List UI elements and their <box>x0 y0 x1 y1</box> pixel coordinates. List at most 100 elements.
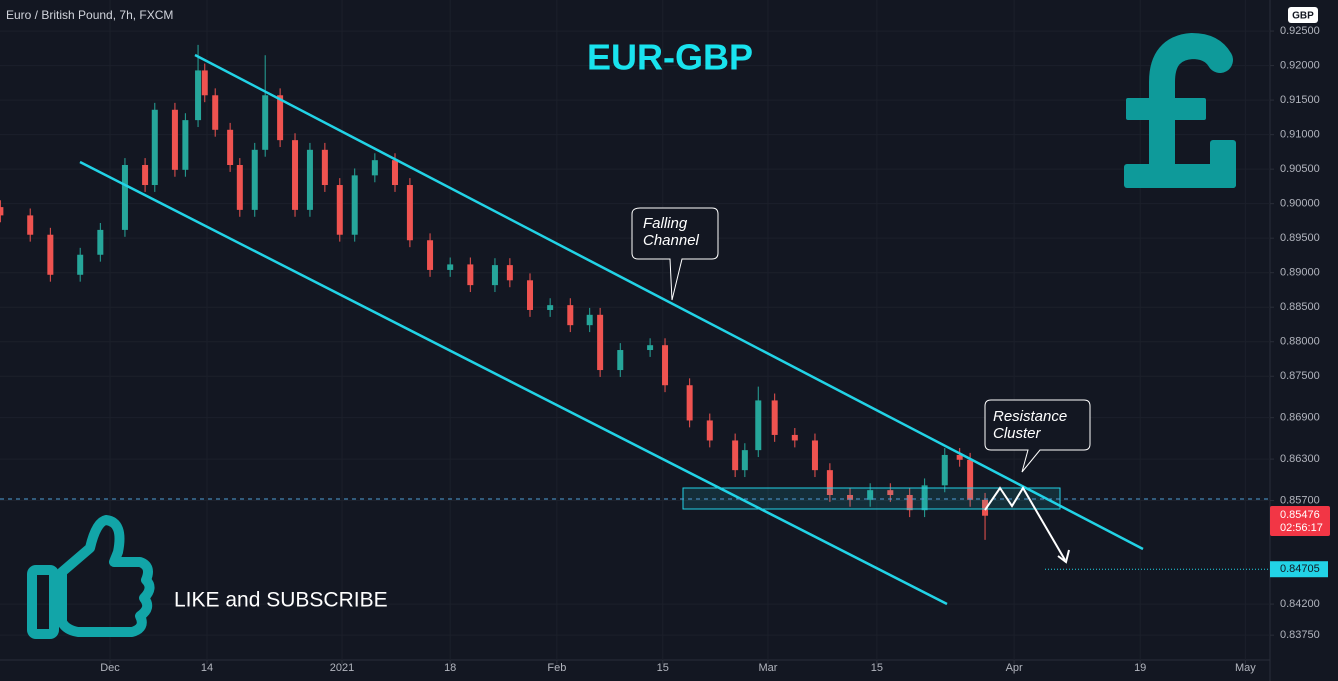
x-tick-label: 15 <box>657 662 669 674</box>
candle-body <box>826 470 833 495</box>
x-tick-label: 2021 <box>330 662 354 674</box>
candle-body <box>447 264 454 270</box>
y-tick-label: 0.86300 <box>1280 453 1320 465</box>
callout-text: Falling <box>643 215 688 232</box>
candle-body <box>47 234 54 275</box>
candle-body <box>195 70 202 121</box>
x-tick-label: 19 <box>1134 662 1146 674</box>
last-price-label: 0.85476 <box>1280 509 1320 521</box>
callout-text: Resistance <box>993 408 1067 425</box>
candle-body <box>406 185 413 241</box>
pound-icon <box>1124 32 1236 188</box>
candle-body <box>662 345 669 386</box>
projection-path <box>984 486 1066 561</box>
y-tick-label: 0.84200 <box>1280 598 1320 610</box>
candle-body <box>151 109 158 186</box>
candle-body <box>371 160 378 176</box>
call-to-action: LIKE and SUBSCRIBE <box>174 589 388 612</box>
candle-body <box>236 165 243 210</box>
candle-body <box>467 264 474 286</box>
y-tick-label: 0.90500 <box>1280 163 1320 175</box>
callout-box <box>984 399 1091 473</box>
candle-body <box>121 165 128 230</box>
candle-body <box>201 70 208 96</box>
candle-body <box>567 305 574 326</box>
candle-body <box>941 454 948 486</box>
candle-body <box>647 345 654 351</box>
candle-body <box>321 149 328 186</box>
y-tick-label: 0.92500 <box>1280 25 1320 37</box>
candle-body <box>336 185 343 235</box>
x-tick-label: 15 <box>871 662 883 674</box>
candle-body <box>351 175 358 235</box>
channel-lower <box>79 160 948 606</box>
x-tick-label: Dec <box>100 662 120 674</box>
candle-body <box>791 434 798 441</box>
candle-body <box>847 495 854 500</box>
y-tick-label: 0.90000 <box>1280 198 1320 210</box>
axes: 0.92500 0.92000 0.91500 0.91000 0.90500 0.900… <box>100 25 1330 674</box>
x-tick-label: Feb <box>547 662 566 674</box>
candle-body <box>251 149 258 210</box>
candle-body <box>547 305 554 310</box>
currency-badge-text: GBP <box>1292 11 1314 22</box>
candle-body <box>506 265 513 281</box>
y-tick-label: 0.88500 <box>1280 301 1320 313</box>
x-tick-label: Apr <box>1006 662 1023 674</box>
x-tick-label: Mar <box>758 662 777 674</box>
candle-body <box>97 229 104 255</box>
candle-body <box>227 129 234 165</box>
candle-body <box>182 120 189 170</box>
callout-text: Channel <box>643 232 700 249</box>
x-tick-label: 18 <box>444 662 456 674</box>
y-tick-label: 0.89000 <box>1280 267 1320 279</box>
candle-body <box>755 400 762 451</box>
grid <box>0 0 1270 660</box>
candle-body <box>292 140 299 210</box>
chart-title: EUR-GBP <box>587 37 753 78</box>
candle-body <box>306 149 313 210</box>
x-tick-label: May <box>1235 662 1256 674</box>
candle-body <box>732 440 739 471</box>
candles <box>0 44 989 540</box>
candle-body <box>771 400 778 435</box>
candle-body <box>527 280 534 310</box>
countdown-label: 02:56:17 <box>1280 522 1323 534</box>
candle-body <box>741 450 748 471</box>
x-tick-label: 14 <box>201 662 213 674</box>
last-price-box <box>1270 505 1330 536</box>
symbol-header: Euro / British Pound, 7h, FXCM <box>6 8 173 22</box>
y-tick-label: 0.91000 <box>1280 129 1320 141</box>
candle-body <box>391 160 398 186</box>
callout-text: Cluster <box>993 425 1042 442</box>
thumbs-up-icon <box>27 515 155 639</box>
candle-body <box>277 95 284 141</box>
candle-body <box>427 240 434 270</box>
y-tick-label: 0.87500 <box>1280 370 1320 382</box>
callout-box <box>631 207 719 301</box>
candle-body <box>617 350 624 371</box>
candle-body <box>586 314 593 326</box>
candle-body <box>77 254 84 275</box>
target-label-box <box>1270 561 1328 578</box>
candle-body <box>491 265 498 286</box>
candle-body <box>171 109 178 170</box>
y-tick-label: 0.83750 <box>1280 629 1320 641</box>
projection-arrowhead <box>1057 549 1070 564</box>
y-tick-label: 0.91500 <box>1280 94 1320 106</box>
candle-body <box>956 454 963 460</box>
y-tick-label: 0.89500 <box>1280 232 1320 244</box>
candle-body <box>0 207 4 216</box>
target-label: 0.84705 <box>1280 563 1320 575</box>
candle-body <box>811 440 818 471</box>
candle-body <box>982 499 989 516</box>
candle-body <box>212 95 219 130</box>
candle-body <box>887 490 894 495</box>
candle-body <box>906 495 913 511</box>
candle-body <box>921 485 928 511</box>
y-tick-label: 0.86900 <box>1280 412 1320 424</box>
y-tick-label: 0.92000 <box>1280 59 1320 71</box>
candle-body <box>142 165 149 186</box>
